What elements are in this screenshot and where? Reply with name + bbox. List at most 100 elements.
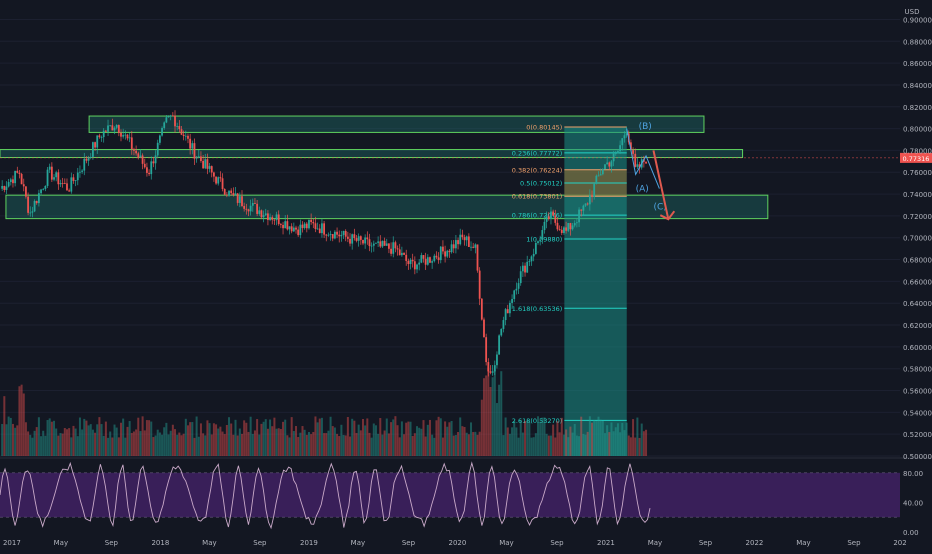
candle-body bbox=[593, 183, 596, 197]
volume-bar bbox=[426, 424, 429, 456]
candle-body bbox=[604, 164, 606, 170]
candle-body bbox=[18, 172, 21, 174]
wave-label-a: (A) bbox=[636, 184, 649, 194]
volume-bar bbox=[619, 432, 622, 456]
volume-bar bbox=[9, 417, 12, 456]
volume-bar bbox=[437, 416, 440, 456]
volume-bar bbox=[152, 437, 155, 456]
candle-body bbox=[215, 176, 217, 184]
volume-bar bbox=[145, 420, 148, 456]
currency-label: USD bbox=[905, 8, 920, 16]
candle-body bbox=[314, 223, 317, 229]
volume-bar bbox=[597, 416, 600, 456]
fib-level-label: 0.382(0.76224) bbox=[512, 166, 563, 174]
candle-body bbox=[344, 230, 347, 237]
candle-body bbox=[450, 244, 453, 253]
volume-bar bbox=[139, 431, 142, 456]
candle-body bbox=[262, 215, 265, 218]
volume-bar bbox=[333, 427, 336, 456]
oscillator-tick-label: 40.00 bbox=[903, 499, 923, 507]
candle-body bbox=[442, 246, 444, 252]
candle-body bbox=[271, 217, 274, 220]
volume-bar bbox=[539, 421, 542, 456]
candle-body bbox=[364, 237, 367, 244]
volume-bar bbox=[85, 420, 88, 456]
candle-body bbox=[152, 161, 155, 164]
volume-bar bbox=[171, 424, 174, 456]
volume-bar bbox=[454, 435, 457, 456]
candle-body bbox=[424, 258, 427, 265]
volume-bar bbox=[355, 433, 358, 456]
volume-bar bbox=[314, 416, 317, 456]
volume-bar bbox=[543, 417, 546, 456]
volume-bar bbox=[176, 434, 179, 456]
candle-body bbox=[634, 153, 637, 167]
candle-body bbox=[601, 169, 604, 175]
volume-bar bbox=[126, 426, 129, 456]
oscillator-tick-label: 0.00 bbox=[903, 529, 919, 537]
candle-body bbox=[485, 337, 488, 363]
candle-body bbox=[461, 234, 464, 238]
volume-bar bbox=[128, 421, 131, 456]
candle-body bbox=[254, 202, 256, 204]
candle-body bbox=[277, 214, 280, 225]
candle-body bbox=[66, 183, 68, 191]
price-tick-label: 0.82000 bbox=[903, 104, 932, 112]
candle-body bbox=[439, 246, 442, 261]
volume-bar bbox=[290, 417, 293, 456]
volume-bar bbox=[307, 432, 310, 456]
volume-bar bbox=[416, 426, 419, 456]
candle-body bbox=[580, 209, 583, 211]
candle-body bbox=[321, 223, 323, 234]
volume-bar bbox=[247, 431, 250, 456]
candle-body bbox=[76, 172, 79, 181]
volume-bar bbox=[487, 367, 490, 456]
volume-bar bbox=[428, 419, 431, 456]
candle-body bbox=[571, 225, 574, 230]
candle-body bbox=[459, 234, 462, 245]
price-tick-label: 0.74000 bbox=[903, 191, 932, 199]
volume-bar bbox=[625, 422, 628, 456]
candle-body bbox=[68, 190, 71, 192]
candle-body bbox=[303, 223, 306, 229]
candle-body bbox=[55, 172, 58, 178]
volume-bar bbox=[156, 429, 159, 456]
candle-body bbox=[530, 256, 533, 262]
volume-bar bbox=[275, 428, 278, 456]
volume-bar bbox=[29, 434, 32, 456]
candle-body bbox=[312, 222, 315, 224]
candle-body bbox=[7, 182, 10, 187]
volume-bar bbox=[266, 428, 269, 456]
candle-body bbox=[509, 302, 511, 314]
volume-bar bbox=[217, 428, 220, 456]
candle-body bbox=[9, 179, 12, 183]
wave-label-b: (B) bbox=[639, 122, 652, 132]
candle-body bbox=[573, 223, 576, 226]
candle-body bbox=[238, 196, 241, 203]
volume-bar bbox=[606, 425, 609, 456]
candle-body bbox=[502, 320, 505, 329]
candle-body bbox=[608, 162, 611, 167]
price-tick-label: 0.62000 bbox=[903, 322, 932, 330]
price-tick-label: 0.60000 bbox=[903, 344, 932, 352]
volume-bar bbox=[186, 425, 189, 456]
volume-bar bbox=[279, 428, 282, 456]
candle-body bbox=[316, 228, 319, 230]
volume-bar bbox=[463, 426, 466, 456]
candle-body bbox=[368, 239, 371, 247]
volume-bar bbox=[545, 433, 548, 456]
bearish-arrow-shaft bbox=[652, 150, 670, 220]
candle-body bbox=[545, 216, 548, 222]
candle-body bbox=[323, 223, 326, 235]
volume-bar bbox=[530, 437, 533, 456]
candle-body bbox=[148, 172, 150, 175]
volume-bar bbox=[515, 427, 518, 456]
volume-bar bbox=[331, 426, 334, 456]
candle-body bbox=[539, 240, 542, 242]
volume-bar bbox=[575, 435, 578, 456]
volume-bar bbox=[584, 434, 587, 456]
volume-bar bbox=[640, 423, 643, 456]
candle-body bbox=[452, 244, 455, 249]
